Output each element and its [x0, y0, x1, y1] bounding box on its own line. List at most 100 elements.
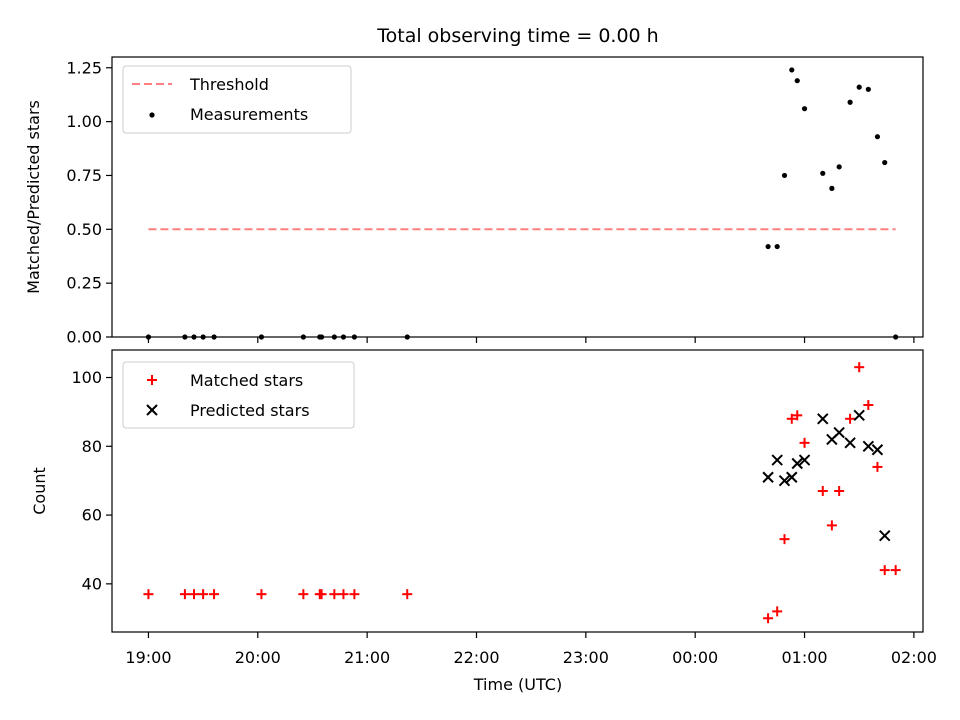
ratio-legend: Threshold Measurements: [122, 65, 352, 134]
matched-star-point: [329, 589, 340, 600]
predicted-star-point: [879, 530, 891, 542]
predicted-star-point-b: [853, 409, 865, 422]
matched-star-point: [826, 520, 837, 531]
measurement-point: [865, 86, 871, 92]
matched-star-point: [834, 486, 845, 496]
measurement-point: [829, 185, 835, 191]
predicted-star-point: [853, 409, 865, 422]
measurement-point: [211, 334, 217, 340]
x-axis-label: Time (UTC): [473, 675, 562, 694]
matched-star-point: [817, 486, 828, 496]
matched-star-point: [189, 589, 200, 600]
matched-star-point: [792, 410, 803, 421]
predicted-star-point: [862, 440, 875, 452]
matched-star-point: [799, 437, 810, 448]
predicted-star-point-b: [762, 471, 774, 483]
matched-star-point: [879, 565, 890, 576]
legend-matched-swatch: [147, 375, 157, 385]
measurement-point: [191, 334, 197, 340]
count-y-tick-label: 60: [82, 506, 102, 525]
count-panel: 40 60 80 100 19:00 20:00 21:00 22:00 23:00 00:00…: [30, 349, 937, 694]
measurement-point: [331, 334, 337, 340]
count-x-tick-label: 22:00: [453, 648, 499, 667]
measurement-point: [781, 172, 788, 179]
matched-star-point: [402, 589, 413, 600]
predicted-star-point-b: [778, 474, 791, 487]
matched-star-point: [786, 413, 797, 424]
measurement-point: [893, 334, 899, 340]
measurement-point: [882, 159, 888, 166]
legend-predicted-label: Predicted stars: [190, 401, 310, 420]
measurement-point: [318, 334, 325, 340]
ratio-panel: 0.00 0.25 0.50 0.75 1.00 1.25 Matched/Predict…: [24, 56, 924, 347]
count-y-axis-label: Count: [30, 467, 49, 515]
measurement-point: [340, 334, 347, 340]
ratio-legend-frame: [122, 65, 352, 134]
measurement-point: [836, 164, 842, 170]
measurement-point: [856, 84, 862, 90]
matched-star-point: [256, 589, 267, 600]
predicted-star-point-b: [844, 437, 856, 449]
predicted-star-point-b: [791, 457, 803, 470]
predicted-star-point: [844, 437, 856, 449]
measurement-point: [874, 134, 881, 140]
legend-measurements-label: Measurements: [190, 105, 308, 124]
measurement-point: [200, 334, 206, 340]
predicted-star-point-b: [798, 454, 811, 466]
count-y-tick-label: 80: [82, 437, 102, 456]
legend-predicted-swatch-b: [146, 404, 158, 416]
matched-star-point: [338, 589, 349, 600]
legend-measurements-swatch: [149, 112, 155, 118]
predicted-star-point: [817, 413, 829, 425]
predicted-star-point-b: [862, 440, 875, 452]
matched-star-point: [779, 534, 790, 545]
matched-star-point: [179, 589, 190, 600]
measurement-point: [847, 99, 853, 105]
predicted-star-point: [833, 426, 845, 439]
count-x-tick-label: 00:00: [672, 648, 718, 667]
measurement-point: [765, 243, 771, 250]
predicted-star-point: [786, 471, 798, 483]
ratio-y-tick-label: 0.50: [66, 220, 102, 239]
measurement-point: [258, 334, 265, 340]
count-y-tick-label: 40: [82, 574, 102, 593]
matched-star-point: [863, 400, 874, 411]
measurement-point: [820, 170, 826, 176]
predicted-star-point: [762, 471, 774, 483]
predicted-star-point: [771, 454, 783, 466]
matched-star-point: [209, 589, 220, 600]
predicted-star-point-b: [879, 530, 891, 542]
matched-star-point: [143, 589, 154, 600]
ratio-y-tick-label: 1.00: [66, 112, 102, 131]
ratio-y-tick-label: 0.75: [66, 166, 102, 185]
legend-threshold-label: Threshold: [189, 75, 269, 94]
measurement-point: [794, 78, 800, 84]
predicted-star-point-b: [833, 426, 845, 439]
predicted-star-point: [778, 474, 791, 487]
ratio-y-axis-label: Matched/Predicted stars: [24, 100, 43, 294]
measurement-point: [351, 334, 357, 340]
predicted-star-point: [791, 457, 803, 470]
count-x-tick-label: 20:00: [235, 648, 281, 667]
count-y-tick-label: 100: [71, 368, 102, 387]
count-x-tick-label: 21:00: [344, 648, 390, 667]
matched-star-point: [298, 589, 309, 600]
matched-star-point: [854, 362, 865, 373]
matched-star-point: [198, 589, 209, 600]
measurement-point: [404, 334, 410, 340]
measurement-point: [801, 106, 808, 112]
count-x-tick-label: 19:00: [125, 648, 171, 667]
count-legend-frame: [122, 361, 355, 429]
matched-star-point: [763, 613, 774, 624]
count-x-tick-label: 02:00: [891, 648, 937, 667]
predicted-star-point-b: [771, 454, 783, 466]
measurement-point: [145, 334, 152, 340]
predicted-star-point: [798, 454, 811, 466]
ratio-y-tick-label: 0.00: [66, 328, 102, 347]
predicted-star-point-b: [786, 471, 798, 483]
matched-star-point: [316, 589, 327, 600]
count-x-tick-label: 23:00: [563, 648, 609, 667]
predicted-star-point: [871, 444, 884, 456]
matched-star-point: [845, 413, 856, 424]
